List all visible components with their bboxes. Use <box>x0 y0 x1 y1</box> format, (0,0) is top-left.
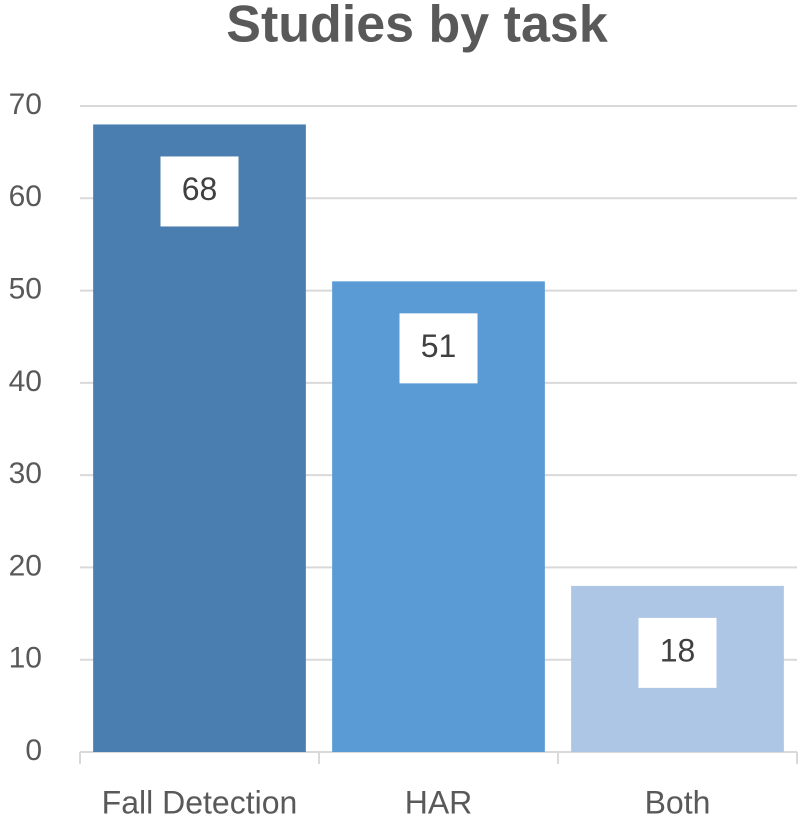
chart-title: Studies by task <box>226 0 608 54</box>
x-tick-label: HAR <box>405 784 473 820</box>
y-tick-label: 70 <box>9 88 42 121</box>
data-label-box <box>638 617 717 688</box>
y-tick-label: 60 <box>9 180 42 213</box>
data-label: 68 <box>182 171 218 207</box>
data-label-box <box>399 313 478 384</box>
data-label: 51 <box>421 328 457 364</box>
x-tick-label: Fall Detection <box>102 784 298 820</box>
x-tick-label: Both <box>645 784 711 820</box>
y-tick-label: 0 <box>25 734 42 767</box>
bar <box>93 124 306 752</box>
y-tick-label: 50 <box>9 272 42 305</box>
y-tick-label: 10 <box>9 642 42 675</box>
y-tick-label: 20 <box>9 549 42 582</box>
data-label: 18 <box>660 632 696 668</box>
y-tick-label: 30 <box>9 457 42 490</box>
data-label-box <box>160 156 239 227</box>
y-tick-label: 40 <box>9 365 42 398</box>
